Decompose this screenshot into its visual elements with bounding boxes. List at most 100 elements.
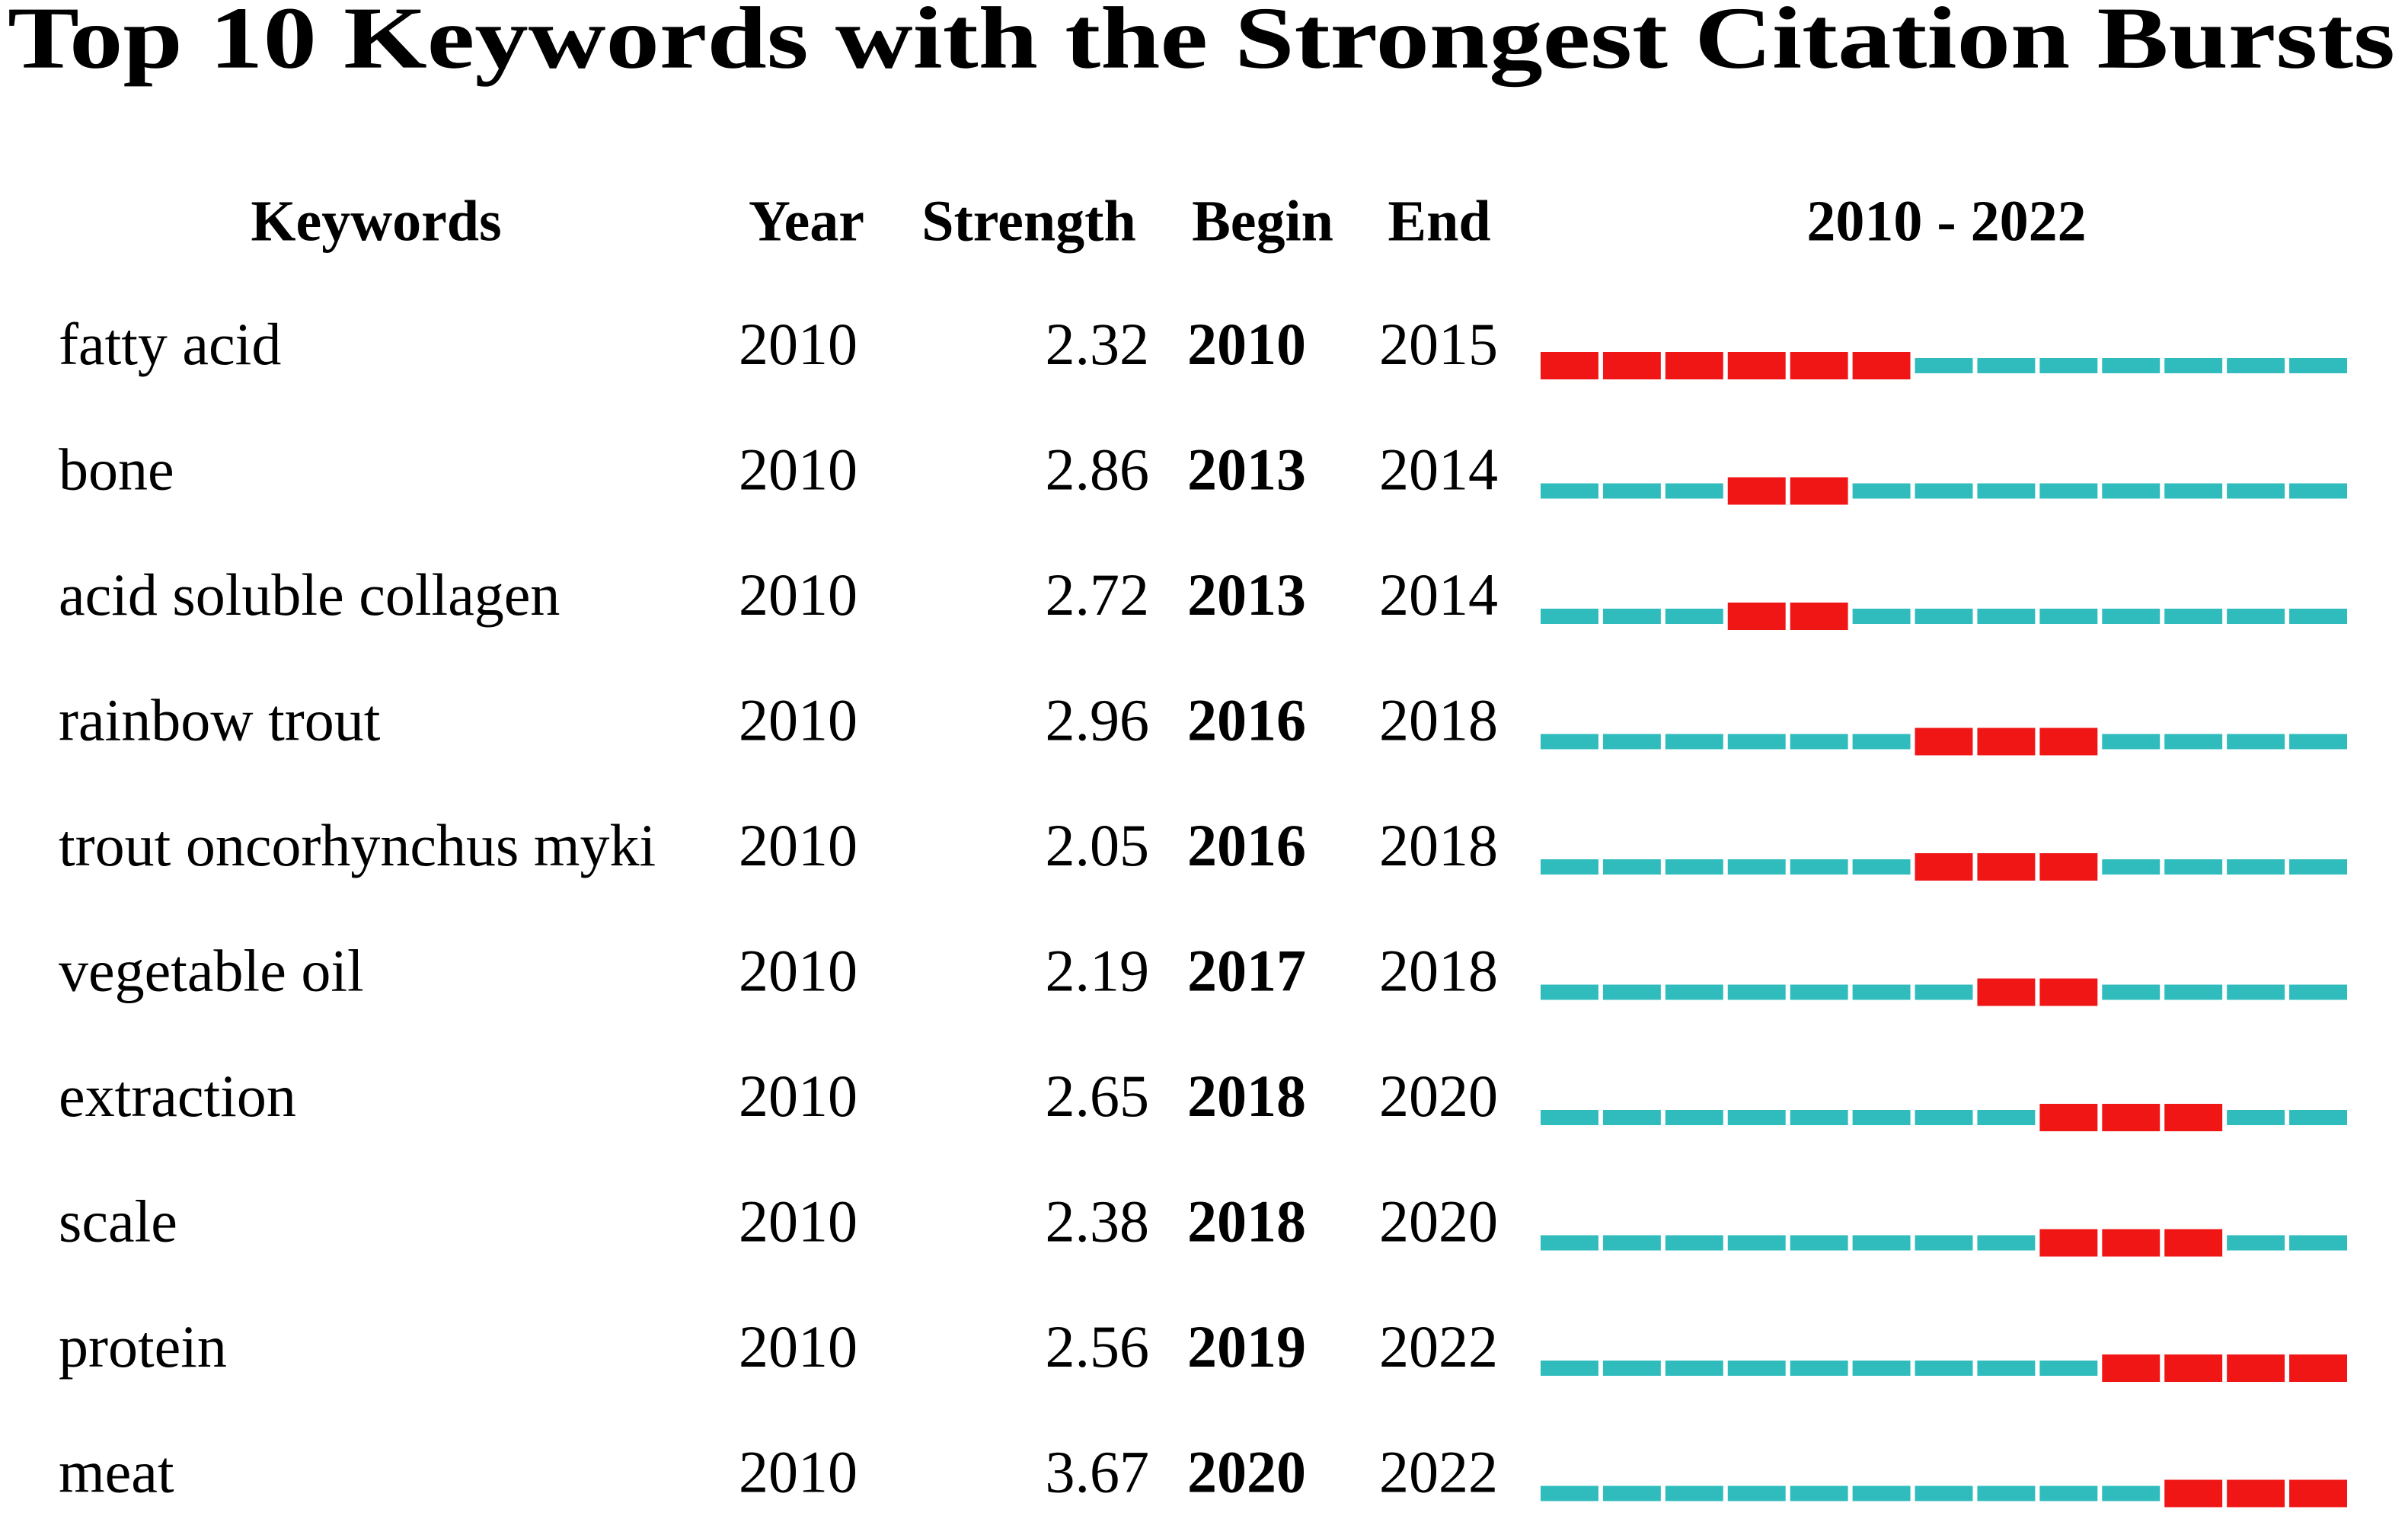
timeline-segment — [2164, 483, 2223, 499]
keyword: protein — [59, 1313, 227, 1380]
header-year: Year — [749, 189, 864, 253]
header-begin: Begin — [1192, 189, 1333, 253]
year: 2010 — [739, 1438, 857, 1505]
begin: 2013 — [1187, 436, 1306, 502]
keyword: scale — [59, 1188, 177, 1254]
timeline-segment — [2227, 1235, 2285, 1251]
keyword: vegetable oil — [59, 937, 364, 1003]
timeline-segment — [1727, 1110, 1786, 1125]
burst-segment — [2227, 1354, 2285, 1382]
begin: 2020 — [1187, 1438, 1306, 1505]
burst-segment — [1541, 352, 1598, 379]
title: Top 10 Keywords with the Strongest Citat… — [8, 0, 2395, 88]
timeline-segment — [1602, 1361, 1661, 1376]
timeline-segment — [2227, 984, 2285, 1000]
timeline-segment — [1541, 1361, 1598, 1376]
timeline-segment — [1727, 1485, 1786, 1501]
strength: 2.86 — [1046, 436, 1150, 502]
burst-segment — [1602, 352, 1661, 379]
timeline-segment — [2102, 734, 2160, 750]
year: 2010 — [739, 686, 857, 753]
begin: 2016 — [1187, 812, 1306, 878]
timeline-segment — [2102, 609, 2160, 624]
begin: 2018 — [1187, 1188, 1306, 1254]
timeline-segment — [1852, 859, 1911, 875]
timeline-segment — [1915, 1110, 1973, 1125]
end: 2018 — [1379, 937, 1498, 1003]
timeline-segment — [2102, 984, 2160, 1000]
timeline-segment — [1727, 1235, 1786, 1251]
timeline-segment — [1602, 1235, 1661, 1251]
burst-segment — [1727, 352, 1786, 379]
timeline-segment — [2289, 609, 2347, 624]
burst-segment — [2164, 1229, 2223, 1257]
strength: 2.56 — [1046, 1313, 1150, 1380]
burst-segment — [2164, 1479, 2223, 1508]
timeline-segment — [1977, 1361, 2036, 1376]
timeline-segment — [2039, 1361, 2098, 1376]
timeline-segment — [1915, 358, 1973, 373]
timeline-segment — [1665, 1110, 1723, 1125]
timeline-segment — [2164, 859, 2223, 875]
timeline-segment — [1915, 984, 1973, 1000]
burst-segment — [2039, 1229, 2098, 1257]
timeline-segment — [2289, 1110, 2347, 1125]
timeline-segment — [1541, 483, 1598, 499]
burst-segment — [1727, 603, 1786, 630]
burst-segment — [2102, 1104, 2160, 1131]
timeline-segment — [2227, 859, 2285, 875]
timeline-segment — [2227, 358, 2285, 373]
burst-segment — [2039, 1104, 2098, 1131]
timeline-segment — [1665, 859, 1723, 875]
end: 2020 — [1379, 1063, 1498, 1129]
burst-segment — [1790, 477, 1848, 505]
year: 2010 — [739, 436, 857, 502]
timeline-segment — [1602, 984, 1661, 1000]
burst-segment — [1915, 853, 1973, 881]
timeline-segment — [1790, 1110, 1848, 1125]
timeline-segment — [1977, 358, 2036, 373]
timeline-segment — [2289, 483, 2347, 499]
strength: 2.72 — [1046, 561, 1150, 628]
timeline-segment — [2289, 859, 2347, 875]
timeline-segment — [2227, 483, 2285, 499]
timeline-segment — [1541, 734, 1598, 750]
end: 2022 — [1379, 1438, 1498, 1505]
keyword: meat — [59, 1438, 174, 1505]
timeline-segment — [2227, 1110, 2285, 1125]
begin: 2013 — [1187, 561, 1306, 628]
timeline-segment — [1665, 1361, 1723, 1376]
header-strength: Strength — [921, 189, 1136, 253]
timeline-segment — [1602, 609, 1661, 624]
year: 2010 — [739, 937, 857, 1003]
keyword: fatty acid — [59, 311, 281, 377]
timeline-segment — [1915, 1235, 1973, 1251]
timeline-segment — [1602, 1485, 1661, 1501]
header-range: 2010 - 2022 — [1806, 189, 2086, 253]
timeline-segment — [2102, 483, 2160, 499]
timeline-segment — [1665, 1235, 1723, 1251]
timeline-segment — [1977, 483, 2036, 499]
timeline-segment — [1602, 734, 1661, 750]
timeline-segment — [1727, 734, 1786, 750]
burst-segment — [2289, 1479, 2347, 1508]
timeline-segment — [2289, 1235, 2347, 1251]
timeline-segment — [2289, 734, 2347, 750]
timeline-segment — [1790, 734, 1848, 750]
burst-segment — [1977, 978, 2036, 1006]
end: 2014 — [1379, 561, 1498, 628]
timeline-segment — [1915, 483, 1973, 499]
timeline-segment — [2164, 984, 2223, 1000]
strength: 2.05 — [1046, 812, 1150, 878]
burst-segment — [1915, 728, 1973, 756]
begin: 2019 — [1187, 1313, 1306, 1380]
timeline-segment — [1541, 1485, 1598, 1501]
begin: 2016 — [1187, 686, 1306, 753]
timeline-segment — [1541, 984, 1598, 1000]
timeline-segment — [1665, 483, 1723, 499]
timeline-segment — [2227, 734, 2285, 750]
timeline-segment — [1852, 1235, 1911, 1251]
end: 2015 — [1379, 311, 1498, 377]
timeline-segment — [1977, 609, 2036, 624]
